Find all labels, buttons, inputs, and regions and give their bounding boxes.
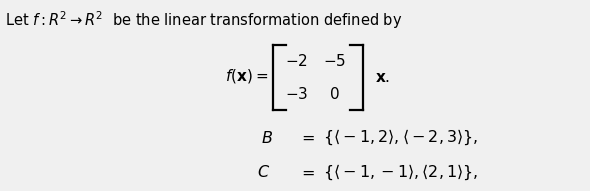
Text: $\mathit{C}$: $\mathit{C}$ [257,164,270,180]
Text: $0$: $0$ [329,86,340,102]
Text: $f(\mathbf{x}) = $: $f(\mathbf{x}) = $ [225,67,268,85]
Text: Let $f : R^2 \rightarrow R^2$  be the linear transformation defined by: Let $f : R^2 \rightarrow R^2$ be the lin… [5,10,402,31]
Text: $\{\langle -1, 2\rangle, \langle -2, 3\rangle\},$: $\{\langle -1, 2\rangle, \langle -2, 3\r… [323,128,478,147]
Text: $\mathbf{x}.$: $\mathbf{x}.$ [375,70,390,85]
Text: $-2$: $-2$ [285,53,307,69]
Text: $-5$: $-5$ [323,53,346,69]
Text: $\{\langle -1, -1\rangle, \langle 2, 1\rangle\},$: $\{\langle -1, -1\rangle, \langle 2, 1\r… [323,162,478,182]
Text: $-3$: $-3$ [284,86,308,102]
Text: $=$: $=$ [299,164,315,179]
Text: $=$: $=$ [299,130,315,145]
Text: $\mathit{B}$: $\mathit{B}$ [261,129,273,146]
